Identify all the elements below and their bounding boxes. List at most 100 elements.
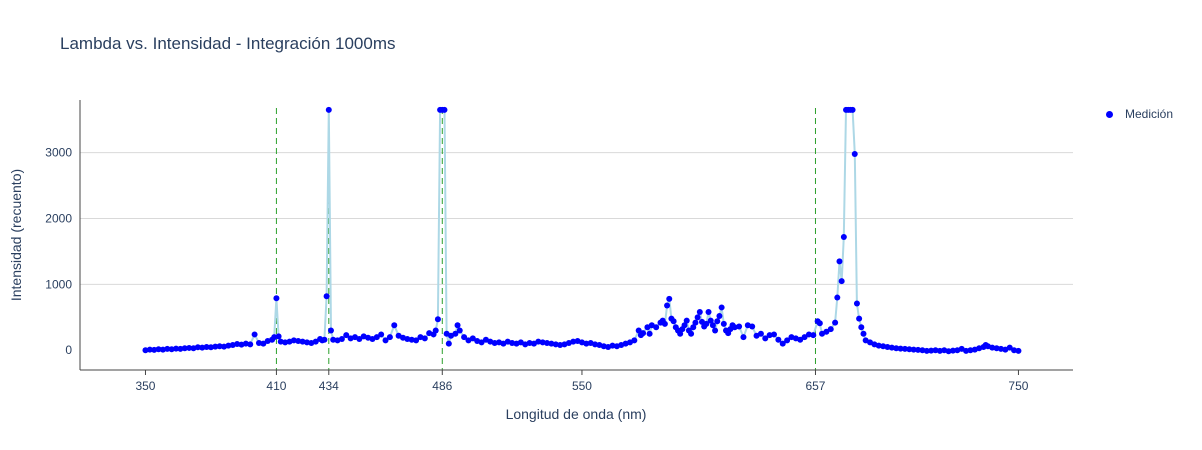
- x-tick-label: 657: [805, 379, 825, 393]
- data-point: [441, 106, 448, 113]
- data-point: [454, 322, 461, 329]
- y-ticks: 0 1000 2000 3000: [45, 146, 72, 358]
- data-point: [216, 343, 223, 350]
- x-tick-label: 350: [135, 379, 155, 393]
- x-tick-label: 750: [1008, 379, 1028, 393]
- data-point: [666, 295, 673, 302]
- data-point: [851, 151, 858, 157]
- data-point: [858, 324, 865, 331]
- data-point: [432, 327, 439, 334]
- reference-lines: [275, 108, 816, 370]
- data-point: [194, 344, 201, 351]
- data-point: [338, 336, 345, 343]
- data-point: [1015, 347, 1022, 354]
- y-tick-label: 2000: [45, 212, 72, 226]
- data-point: [260, 340, 267, 347]
- data-point: [928, 347, 935, 354]
- data-point: [853, 300, 860, 307]
- x-tick-label: 410: [266, 379, 286, 393]
- data-point: [690, 324, 697, 331]
- data-point: [631, 337, 638, 344]
- data-point: [720, 320, 727, 327]
- data-point: [386, 334, 393, 341]
- data-point: [181, 345, 188, 352]
- data-point: [707, 317, 714, 324]
- data-point: [775, 336, 782, 343]
- data-point: [897, 345, 904, 352]
- data-point: [779, 340, 786, 347]
- data-point: [784, 337, 791, 344]
- data-point: [273, 295, 280, 302]
- data-point: [683, 317, 690, 324]
- data-point: [915, 346, 922, 353]
- legend-label: Medición: [1125, 107, 1174, 121]
- data-point: [173, 345, 180, 352]
- data-point: [771, 331, 778, 338]
- data-point: [382, 337, 389, 344]
- data-point: [186, 344, 193, 351]
- data-point: [762, 335, 769, 342]
- data-point: [635, 327, 642, 334]
- data-point: [856, 315, 863, 322]
- chart-title: Lambda vs. Intensidad - Integración 1000…: [60, 34, 396, 53]
- x-ticks: 350 410 434 486 550 657 750: [135, 370, 1029, 393]
- data-point: [670, 318, 677, 325]
- data-point: [740, 334, 747, 341]
- data-point: [661, 320, 668, 327]
- data-point: [906, 346, 913, 353]
- data-point: [797, 336, 804, 343]
- legend-marker-icon: [1106, 110, 1113, 118]
- x-axis-label: Longitud de onda (nm): [506, 406, 647, 422]
- data-point: [312, 338, 319, 345]
- data-point: [452, 330, 459, 337]
- y-axis-label: Intensidad (recuento): [8, 169, 24, 301]
- x-tick-label: 486: [432, 379, 452, 393]
- data-point: [321, 336, 328, 343]
- data-point: [827, 326, 834, 333]
- data-point: [832, 319, 839, 326]
- data-point: [356, 336, 363, 343]
- data-point: [478, 339, 485, 346]
- data-point: [816, 320, 823, 327]
- data-point: [749, 323, 756, 330]
- data-point: [736, 323, 743, 330]
- data-point: [413, 337, 420, 344]
- data-point: [247, 341, 254, 348]
- data-point: [709, 322, 716, 329]
- series-points: [142, 106, 1022, 355]
- data-point: [275, 333, 282, 340]
- data-point: [949, 347, 956, 354]
- data-point: [718, 304, 725, 311]
- legend[interactable]: Medición: [1106, 107, 1173, 121]
- data-point: [694, 314, 701, 321]
- data-point: [910, 346, 917, 353]
- data-point: [688, 330, 695, 337]
- data-point: [203, 343, 210, 350]
- data-point: [714, 318, 721, 325]
- data-point: [801, 334, 808, 341]
- data-point: [901, 345, 908, 352]
- data-point: [164, 345, 171, 352]
- data-point: [810, 332, 817, 339]
- y-tick-label: 0: [65, 343, 72, 357]
- data-point: [373, 334, 380, 341]
- data-point: [155, 346, 162, 353]
- data-point: [378, 331, 385, 338]
- data-point: [325, 106, 332, 113]
- data-point: [696, 309, 703, 316]
- data-point: [664, 302, 671, 309]
- data-point: [712, 327, 719, 334]
- data-point: [1006, 344, 1013, 351]
- data-point: [391, 322, 398, 329]
- data-point: [836, 258, 843, 265]
- data-point: [445, 340, 452, 347]
- data-point: [640, 330, 647, 337]
- gridlines: [80, 152, 1073, 285]
- data-point: [327, 327, 334, 334]
- data-point: [421, 335, 428, 342]
- data-point: [677, 330, 684, 337]
- y-tick-label: 1000: [45, 277, 72, 291]
- data-point: [646, 330, 653, 337]
- data-point: [461, 334, 468, 341]
